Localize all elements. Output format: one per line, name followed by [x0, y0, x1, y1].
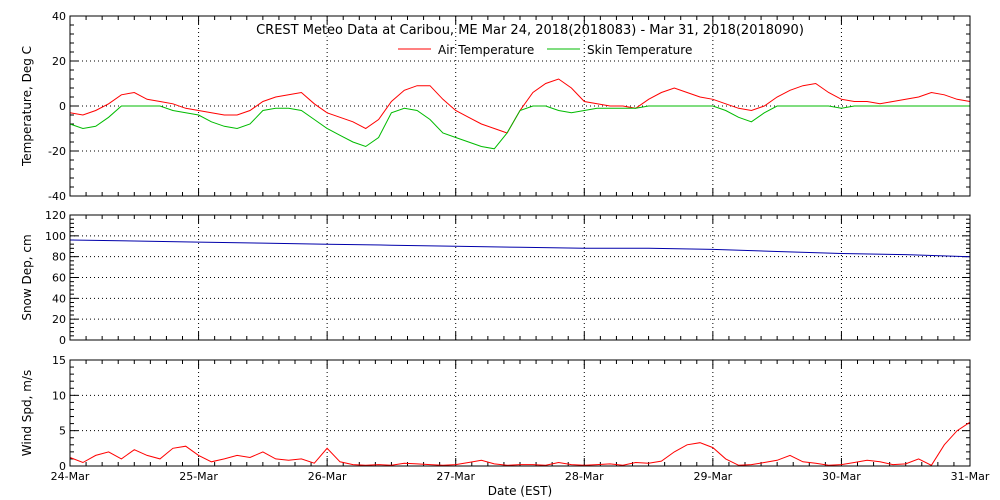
y-tick-label: 5	[59, 425, 66, 438]
y-tick-label: 0	[59, 460, 66, 473]
x-tick-label: 30-Mar	[822, 470, 861, 483]
y-tick-label: -40	[48, 190, 66, 203]
y-axis-title: Wind Spd, m/s	[20, 370, 34, 456]
y-tick-label: 40	[52, 292, 66, 305]
x-axis-title: Date (EST)	[488, 484, 552, 498]
series-line-skin-temperature	[69, 105, 970, 150]
x-tick-label: 31-Mar	[951, 470, 990, 483]
panel-wind-spd-m-s: 0 5 10 15 Wind Spd, m/s	[20, 354, 971, 473]
y-tick-label: 100	[45, 230, 66, 243]
x-tick-label: 29-Mar	[693, 470, 732, 483]
series-line-wind-spd-m-s	[69, 421, 971, 466]
y-axis-title: Snow Dep, cm	[20, 234, 34, 320]
x-axis: 24-Mar 25-Mar 26-Mar 27-Mar 28-Mar 29-Mar 30-M…	[51, 470, 990, 483]
y-tick-label: 20	[52, 313, 66, 326]
y-tick-label: 0	[59, 100, 66, 113]
panel-snow-dep-cm: 0 20 40 60 80 100 120 Snow Dep, cm	[20, 209, 971, 347]
panel-frame	[69, 15, 971, 197]
x-tick-label: 28-Mar	[565, 470, 604, 483]
y-tick-label: 0	[59, 334, 66, 347]
y-tick-label: 80	[52, 251, 66, 264]
legend-label-air-temperature: Air Temperature	[438, 43, 534, 57]
y-tick-label: 120	[45, 209, 66, 222]
chart-panels: -40 -20 0 20 40 Temperature, Deg C 0 20 40 60 80 10…	[20, 10, 971, 473]
panel-temperature-deg-c: -40 -20 0 20 40 Temperature, Deg C	[20, 10, 971, 203]
y-tick-label: 60	[52, 272, 66, 285]
y-tick-label: 10	[52, 389, 66, 402]
y-tick-label: -20	[48, 145, 66, 158]
x-tick-label: 24-Mar	[51, 470, 90, 483]
legend: Air Temperature Skin Temperature	[398, 43, 692, 57]
y-axis-title: Temperature, Deg C	[20, 46, 34, 167]
x-tick-label: 26-Mar	[308, 470, 347, 483]
y-tick-label: 15	[52, 354, 66, 367]
panel-frame	[69, 359, 971, 467]
x-tick-label: 25-Mar	[179, 470, 218, 483]
y-tick-label: 40	[52, 10, 66, 23]
legend-label-skin-temperature: Skin Temperature	[587, 43, 692, 57]
x-tick-label: 27-Mar	[436, 470, 475, 483]
y-tick-label: 20	[52, 55, 66, 68]
series-line-snow-dep-cm	[69, 239, 971, 258]
panel-frame	[69, 214, 971, 341]
chart-title: CREST Meteo Data at Caribou, ME Mar 24, …	[256, 23, 804, 38]
